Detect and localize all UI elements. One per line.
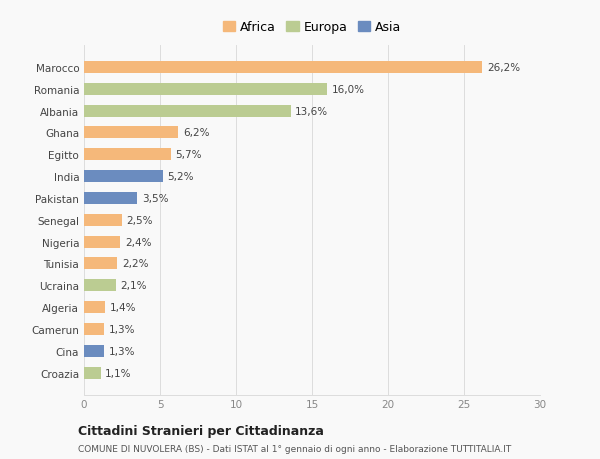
Text: 2,1%: 2,1% xyxy=(121,281,147,291)
Bar xyxy=(84,323,104,335)
Bar xyxy=(84,236,121,248)
Bar xyxy=(84,367,101,379)
Bar xyxy=(84,192,137,205)
Bar xyxy=(84,106,291,118)
Text: 2,2%: 2,2% xyxy=(122,259,149,269)
Text: 1,3%: 1,3% xyxy=(109,325,135,334)
Bar xyxy=(84,84,327,95)
Text: 1,3%: 1,3% xyxy=(109,346,135,356)
Bar xyxy=(84,127,178,139)
Text: 26,2%: 26,2% xyxy=(487,63,520,73)
Bar xyxy=(84,149,170,161)
Legend: Africa, Europa, Asia: Africa, Europa, Asia xyxy=(219,17,405,38)
Text: 2,4%: 2,4% xyxy=(125,237,152,247)
Bar xyxy=(84,214,122,226)
Bar xyxy=(84,258,118,270)
Text: 6,2%: 6,2% xyxy=(183,128,209,138)
Bar xyxy=(84,62,482,74)
Text: 5,2%: 5,2% xyxy=(167,172,194,182)
Text: COMUNE DI NUVOLERA (BS) - Dati ISTAT al 1° gennaio di ogni anno - Elaborazione T: COMUNE DI NUVOLERA (BS) - Dati ISTAT al … xyxy=(78,444,511,453)
Text: 3,5%: 3,5% xyxy=(142,194,168,203)
Text: 2,5%: 2,5% xyxy=(127,215,153,225)
Bar xyxy=(84,171,163,183)
Text: 1,1%: 1,1% xyxy=(105,368,132,378)
Text: Cittadini Stranieri per Cittadinanza: Cittadini Stranieri per Cittadinanza xyxy=(78,424,324,437)
Bar xyxy=(84,302,105,313)
Bar xyxy=(84,280,116,292)
Text: 16,0%: 16,0% xyxy=(332,84,365,95)
Text: 13,6%: 13,6% xyxy=(295,106,328,116)
Text: 1,4%: 1,4% xyxy=(110,302,136,313)
Text: 5,7%: 5,7% xyxy=(175,150,202,160)
Bar xyxy=(84,345,104,357)
